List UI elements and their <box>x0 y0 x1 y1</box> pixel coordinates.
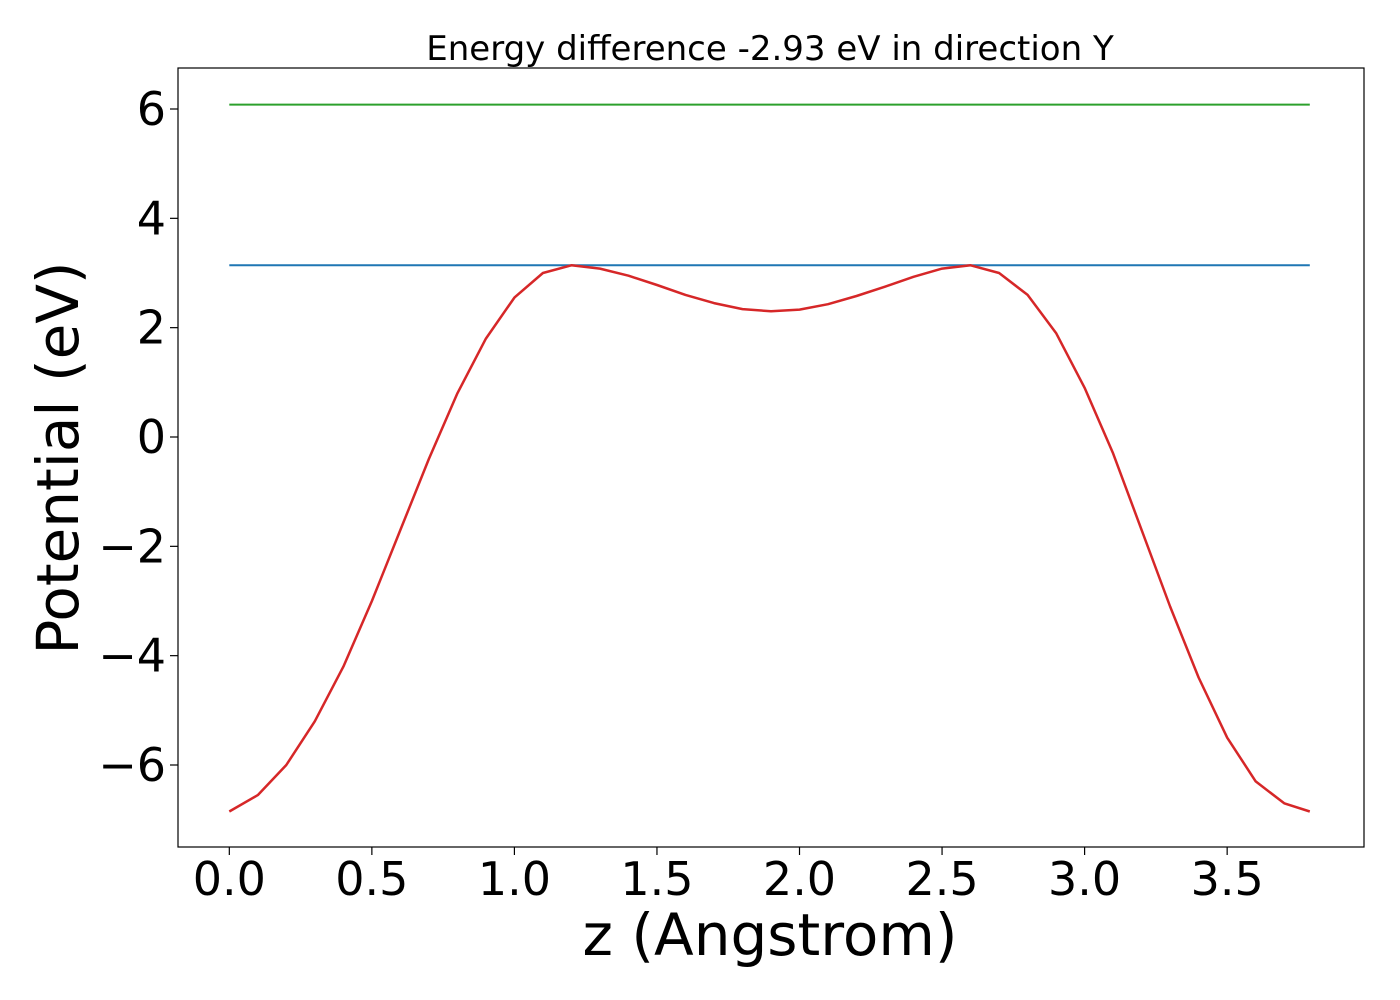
x-axis-label: z (Angstrom) <box>583 901 958 969</box>
y-tick-label: −2 <box>98 519 166 573</box>
y-tick-label: 2 <box>137 301 166 355</box>
x-tick-label: 2.5 <box>905 852 978 906</box>
x-tick-label: 3.0 <box>1048 852 1121 906</box>
series-line-3 <box>228 264 1311 813</box>
x-tick-label: 0.5 <box>335 852 408 906</box>
y-tick-label: 0 <box>137 410 166 464</box>
x-tick-label: 0.0 <box>193 852 266 906</box>
y-axis-label: Potential (eV) <box>24 261 92 654</box>
y-tick-label: 4 <box>137 191 166 245</box>
x-tick-label: 1.0 <box>478 852 551 906</box>
plot-frame <box>177 67 1365 848</box>
y-tick-label: −4 <box>98 629 166 683</box>
plot-area <box>228 103 1311 813</box>
x-tick-label: 2.0 <box>763 852 836 906</box>
y-tick-label: −6 <box>98 738 166 792</box>
axis-ticks: 0.0 0.5 1.0 1.5 2.0 2.5 3.0 3.5 −6 −4 −2 0 2 4 6 <box>98 82 1264 906</box>
x-tick-label: 3.5 <box>1191 852 1264 906</box>
y-tick-label: 6 <box>137 82 166 136</box>
chart-title: Energy difference -2.93 eV in direction … <box>426 29 1114 69</box>
x-tick-label: 1.5 <box>620 852 693 906</box>
